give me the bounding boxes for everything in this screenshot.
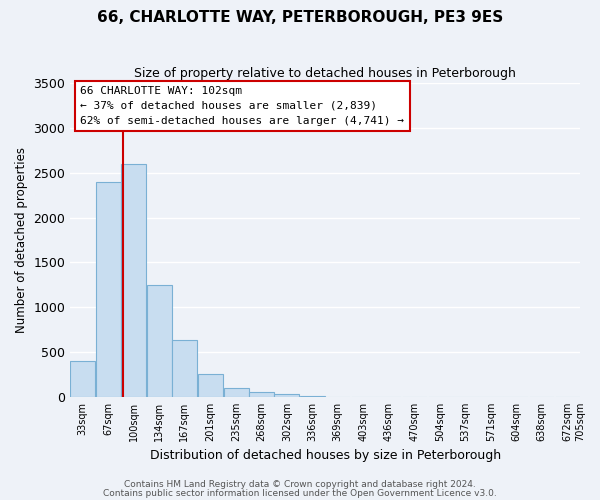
Bar [172, 340, 197, 397]
Text: Contains HM Land Registry data © Crown copyright and database right 2024.: Contains HM Land Registry data © Crown c… [124, 480, 476, 489]
Bar [96, 182, 121, 397]
X-axis label: Distribution of detached houses by size in Peterborough: Distribution of detached houses by size … [149, 450, 501, 462]
Title: Size of property relative to detached houses in Peterborough: Size of property relative to detached ho… [134, 68, 516, 80]
Text: 66, CHARLOTTE WAY, PETERBOROUGH, PE3 9ES: 66, CHARLOTTE WAY, PETERBOROUGH, PE3 9ES [97, 10, 503, 25]
Text: 66 CHARLOTTE WAY: 102sqm
← 37% of detached houses are smaller (2,839)
62% of sem: 66 CHARLOTTE WAY: 102sqm ← 37% of detach… [80, 86, 404, 126]
Bar [147, 285, 172, 397]
Bar [274, 394, 299, 397]
Bar [300, 396, 325, 397]
Bar [121, 164, 146, 397]
Bar [224, 388, 248, 397]
Bar [198, 374, 223, 397]
Text: Contains public sector information licensed under the Open Government Licence v3: Contains public sector information licen… [103, 488, 497, 498]
Bar [70, 361, 95, 397]
Y-axis label: Number of detached properties: Number of detached properties [15, 147, 28, 333]
Bar [248, 392, 274, 397]
